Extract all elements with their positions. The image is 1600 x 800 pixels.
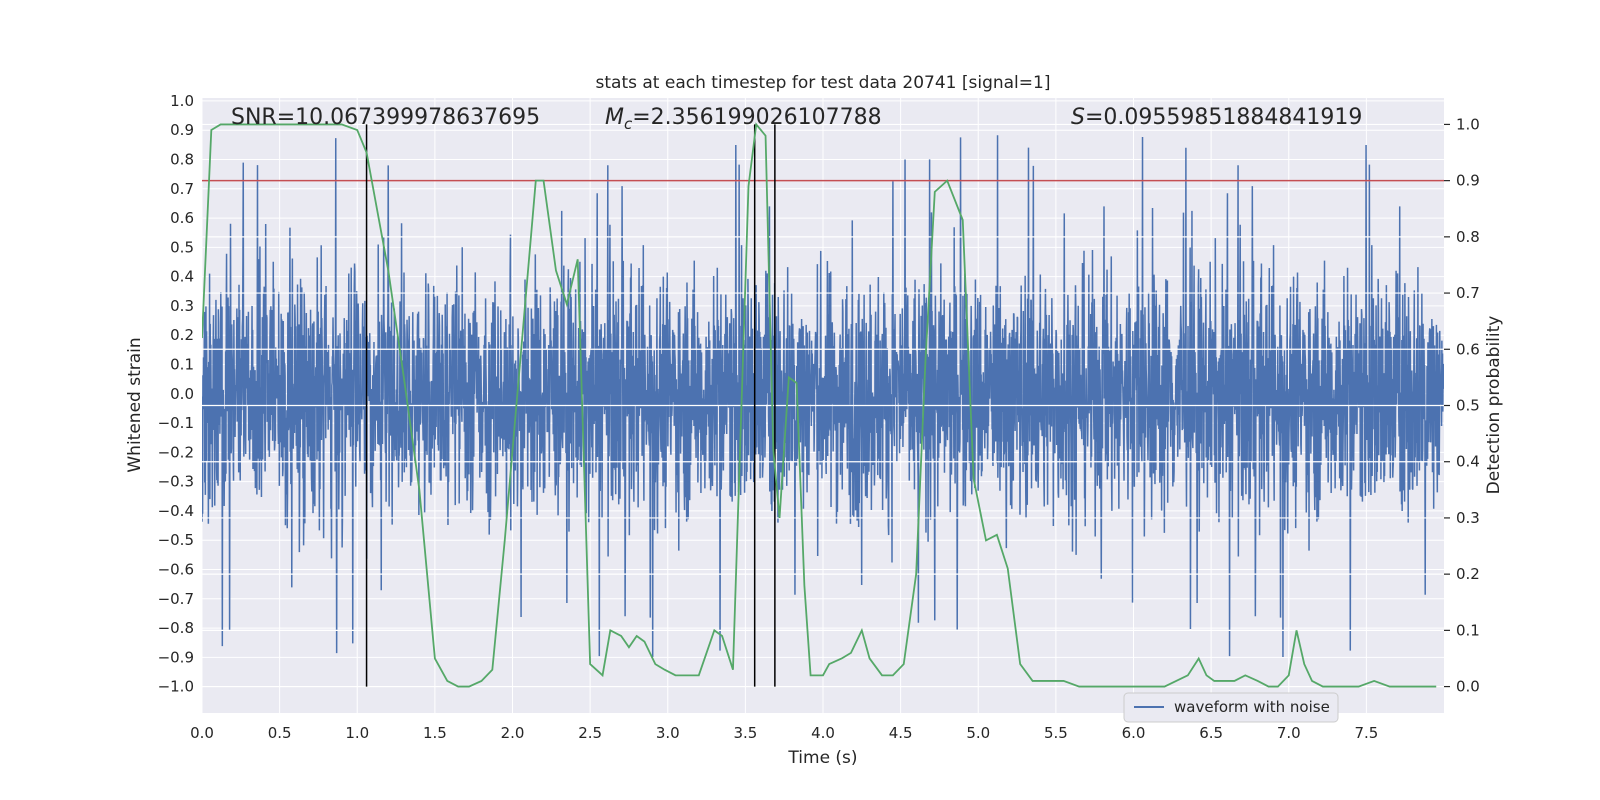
x-tick-label: 3.5 <box>733 724 757 742</box>
x-tick-label: 3.0 <box>656 724 680 742</box>
x-tick-label: 7.5 <box>1354 724 1378 742</box>
y-tick-label-left: 0.7 <box>170 180 194 198</box>
strain-line <box>202 135 1444 658</box>
y-tick-label-right: 0.8 <box>1456 228 1480 246</box>
y-tick-label-right: 0.4 <box>1456 453 1480 471</box>
legend-box <box>1123 692 1339 723</box>
y-tick-label-right: 0.9 <box>1456 172 1480 190</box>
y-ticks-right: 1.0 0.9 0.8 0.7 0.6 0.5 0.4 0.3 0.2 0.1 0.0 <box>1444 115 1480 696</box>
probability-line <box>202 122 1437 688</box>
y-tick-label-left: −0.3 <box>158 473 194 491</box>
vertical-markers <box>365 124 776 687</box>
x-tick-label: 7.0 <box>1277 724 1301 742</box>
y-tick-label-left: −0.8 <box>158 619 194 637</box>
x-tick-label: 0.0 <box>190 724 214 742</box>
x-tick-label: 5.5 <box>1044 724 1068 742</box>
y-tick-label-right: 0.5 <box>1456 397 1480 415</box>
y-tick-label-left: 0.0 <box>170 385 194 403</box>
x-tick-label: 0.5 <box>268 724 292 742</box>
legend: waveform with noise <box>1123 692 1339 723</box>
chirp-mass-value: =2.356199026107788 <box>632 105 881 130</box>
y-tick-label-left: −0.1 <box>158 414 194 432</box>
y-tick-label-left: 0.3 <box>170 297 194 315</box>
x-tick-label: 5.0 <box>966 724 990 742</box>
strain-series <box>202 135 1444 658</box>
y-tick-label-left: −0.6 <box>158 561 194 579</box>
y-tick-label-left: 0.9 <box>170 121 194 139</box>
y-tick-label-left: 0.5 <box>170 238 194 256</box>
chirp-mass-symbol: M <box>605 105 624 130</box>
y-ticks-left: 1.0 0.9 0.8 0.7 0.6 0.5 0.4 0.3 0.2 0.1 0.0 −0.1 −0.… <box>158 92 194 696</box>
y-tick-label-left: −1.0 <box>158 678 194 696</box>
y-tick-label-right: 0.3 <box>1456 509 1480 527</box>
x-ticks: 0.0 0.5 1.0 1.5 2.0 2.5 3.0 3.5 4.0 4.5 5.0 5.5 6.0 6… <box>190 724 1378 742</box>
y-axis-label-left: Whitened strain <box>125 337 145 472</box>
y-tick-label-left: 0.8 <box>170 151 194 169</box>
x-axis-label: Time (s) <box>787 748 857 768</box>
threshold-group <box>202 123 1444 688</box>
y-tick-label-right: 0.7 <box>1456 284 1480 302</box>
x-tick-label: 6.5 <box>1199 724 1223 742</box>
chirp-mass-annotation: Mc=2.356199026107788 <box>605 105 882 133</box>
chirp-mass-subscript: c <box>624 115 633 133</box>
y-tick-label-right: 0.1 <box>1456 621 1480 639</box>
y-tick-label-left: 1.0 <box>170 92 194 110</box>
x-tick-label: 4.5 <box>889 724 913 742</box>
s-annotation: S=0.09559851884841919 <box>1071 105 1362 130</box>
x-tick-label: 4.0 <box>811 724 835 742</box>
legend-label: waveform with noise <box>1174 698 1330 716</box>
probability-series <box>202 122 1437 688</box>
snr-annotation: SNR=10.067399978637695 <box>231 105 540 130</box>
y-tick-label-left: −0.9 <box>158 648 194 666</box>
y-tick-label-right: 1.0 <box>1456 115 1480 133</box>
y-tick-label-left: 0.1 <box>170 356 194 374</box>
y-tick-label-left: −0.5 <box>158 531 194 549</box>
x-tick-label: 1.0 <box>345 724 369 742</box>
y-tick-label-right: 0.0 <box>1456 678 1480 696</box>
y-tick-label-left: −0.2 <box>158 443 194 461</box>
y-tick-label-left: 0.2 <box>170 326 194 344</box>
y-axis-label-right: Detection probability <box>1484 316 1504 495</box>
y-tick-label-left: −0.4 <box>158 502 194 520</box>
x-tick-label: 1.5 <box>423 724 447 742</box>
y-tick-label-left: −0.7 <box>158 590 194 608</box>
s-value: =0.09559851884841919 <box>1085 105 1362 130</box>
y-tick-label-left: 0.6 <box>170 209 194 227</box>
s-symbol: S <box>1071 105 1085 130</box>
x-tick-label: 6.0 <box>1122 724 1146 742</box>
x-tick-label: 2.0 <box>501 724 525 742</box>
y-tick-label-right: 0.6 <box>1456 340 1480 358</box>
chart-title: stats at each timestep for test data 207… <box>596 73 1051 93</box>
y-tick-label-right: 0.2 <box>1456 565 1480 583</box>
y-tick-label-left: 0.4 <box>170 268 194 286</box>
x-tick-label: 2.5 <box>578 724 602 742</box>
